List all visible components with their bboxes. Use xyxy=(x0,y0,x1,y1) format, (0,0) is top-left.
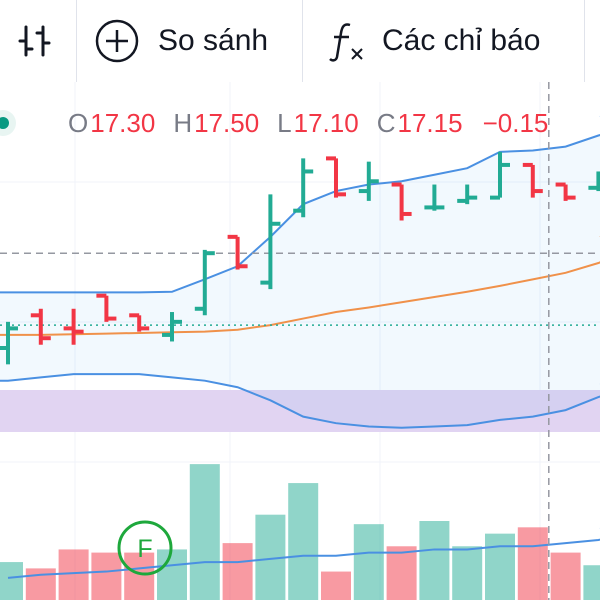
ohlc-bar xyxy=(260,194,281,290)
low-label: L xyxy=(277,107,292,138)
chart-toolbar: So sánh Các chỉ báo xyxy=(0,0,600,83)
event-marker-circle xyxy=(117,520,173,576)
volume-bar xyxy=(452,546,483,600)
volume-bar xyxy=(25,568,56,600)
ohlc-bar xyxy=(358,161,379,201)
toolbar-divider xyxy=(302,0,303,82)
volume-bar xyxy=(222,543,253,600)
volume-bar xyxy=(419,521,450,600)
compare-button[interactable]: So sánh xyxy=(94,0,268,82)
indicators-label: Các chỉ báo xyxy=(382,24,541,57)
compare-label: So sánh xyxy=(158,24,269,57)
indicator-lines xyxy=(0,82,600,600)
volume-bar xyxy=(386,546,417,600)
volume-bar xyxy=(485,533,515,600)
ohlc-bar xyxy=(490,151,510,200)
ohlc-bar xyxy=(194,249,215,316)
volume-bar xyxy=(124,552,155,600)
ohlc-bar xyxy=(555,182,576,201)
bollinger-band-fill xyxy=(0,115,600,428)
plus-circle-icon xyxy=(95,19,139,63)
volume-bar xyxy=(91,552,122,600)
volume-pane xyxy=(0,464,600,600)
ohlc-bar xyxy=(293,158,314,218)
bar-style-button[interactable] xyxy=(10,0,60,82)
price-chart[interactable]: F xyxy=(0,82,600,600)
bollinger-bands xyxy=(0,82,600,600)
ohlc-bar xyxy=(326,156,346,198)
ohlc-bar xyxy=(588,171,600,192)
ohlc-bar xyxy=(227,234,248,270)
change-value: −0.15 xyxy=(482,107,549,138)
volume-bar xyxy=(321,571,351,600)
status-dot-core xyxy=(0,117,9,129)
volume-bar xyxy=(353,524,384,600)
bollinger-lower-line xyxy=(0,373,600,429)
low-value: 17.10 xyxy=(293,107,359,138)
ohlc-bar xyxy=(63,308,84,345)
volume-bar xyxy=(0,562,23,600)
function-icon xyxy=(329,23,363,62)
ohlc-bar xyxy=(457,184,478,205)
volume-bar xyxy=(583,565,600,600)
event-marker-label: F xyxy=(137,535,152,563)
volume-bar xyxy=(288,483,319,600)
close-label: C xyxy=(376,107,396,138)
event-marker[interactable]: F xyxy=(117,520,173,576)
ohlc-bar xyxy=(0,321,18,365)
ohlc-bar xyxy=(391,182,412,221)
volume-bar xyxy=(517,527,548,600)
volume-bar xyxy=(189,464,220,600)
open-label: O xyxy=(68,107,89,138)
volume-bar xyxy=(58,549,89,600)
open-value: 17.30 xyxy=(90,107,156,138)
volume-ma-line xyxy=(7,527,600,579)
ohlc-bar xyxy=(162,312,182,342)
ohlc-bars-icon xyxy=(18,25,51,57)
ohlc-bar xyxy=(30,308,51,345)
highlight-zone xyxy=(0,390,600,432)
volume-bar xyxy=(550,552,581,600)
ohlc-bar xyxy=(96,293,117,322)
ohlc-bar xyxy=(522,162,543,198)
toolbar-divider xyxy=(584,0,585,82)
high-value: 17.50 xyxy=(194,107,260,138)
close-value: 17.15 xyxy=(397,107,463,138)
volume-bar xyxy=(157,549,187,600)
high-label: H xyxy=(173,107,193,138)
ohlc-legend: O 17.30 H 17.50 L 17.10 C 17.15 −0.15 xyxy=(0,82,600,164)
ohlc-bar xyxy=(129,313,150,332)
toolbar-divider xyxy=(76,0,77,82)
ohlc-bar xyxy=(424,184,445,211)
indicators-button[interactable]: Các chỉ báo xyxy=(328,0,540,82)
ohlc-series xyxy=(0,151,600,365)
status-dot[interactable] xyxy=(0,110,16,136)
